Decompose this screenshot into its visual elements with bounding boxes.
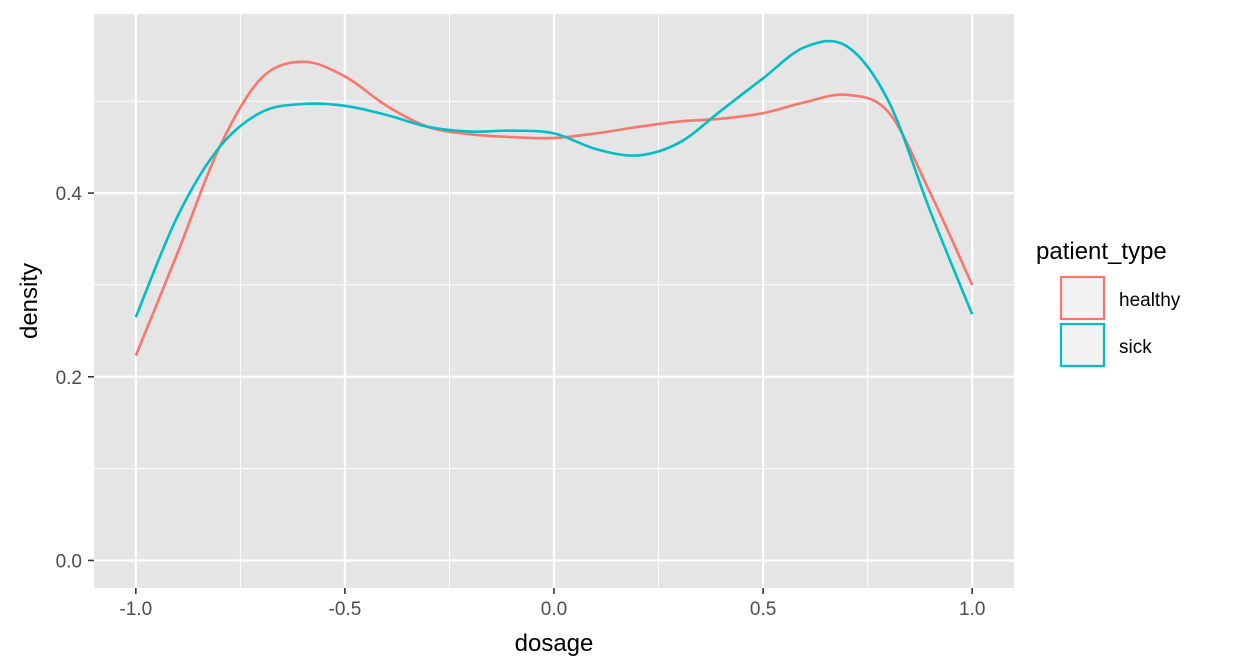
legend-title: patient_type	[1036, 238, 1167, 265]
series-line-sick	[134, 39, 974, 318]
x-axis: -1.0 -0.5 0.0 0.5 1.0	[119, 588, 985, 620]
legend: patient_type healthy sick	[1036, 238, 1181, 368]
legend-items: healthy sick	[1059, 275, 1181, 368]
x-tick-label-3: 0.5	[750, 599, 776, 620]
series-lines	[134, 39, 974, 357]
y-tick-label-2: 0.4	[56, 184, 83, 205]
legend-label-sick: sick	[1119, 337, 1152, 358]
major-gridlines	[94, 14, 1014, 588]
x-tick-label-1: -0.5	[329, 599, 362, 620]
x-tick-label-2: 0.0	[541, 599, 567, 620]
legend-key-sick	[1059, 322, 1106, 368]
series-line-healthy	[134, 60, 974, 357]
legend-key-healthy	[1059, 275, 1106, 321]
y-axis-title: density	[16, 263, 43, 339]
x-tick-label-0: -1.0	[119, 599, 152, 620]
x-axis-title: dosage	[515, 630, 594, 657]
y-tick-label-0: 0.0	[56, 551, 82, 572]
y-tick-label-1: 0.2	[56, 368, 82, 389]
x-tick-label-4: 1.0	[959, 599, 985, 620]
y-axis: 0.0 0.2 0.4	[56, 184, 94, 572]
legend-label-healthy: healthy	[1119, 290, 1181, 311]
